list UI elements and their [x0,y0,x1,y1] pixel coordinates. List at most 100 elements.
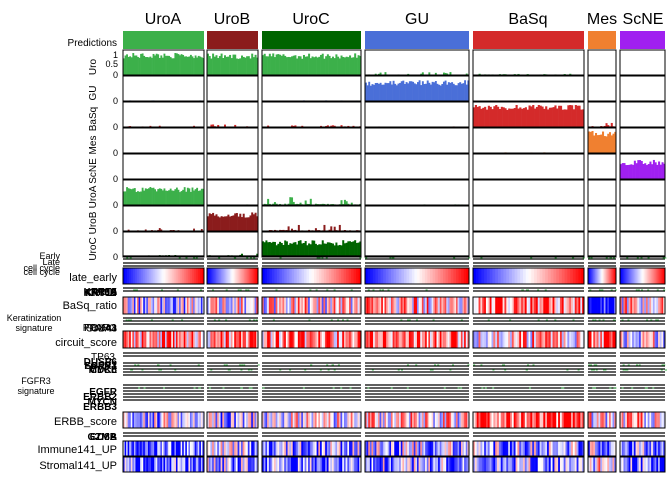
basq-ratio-track-cell [222,297,225,314]
basq-ratio-track-cell [237,297,240,314]
bar-gu-gu [417,82,419,101]
immune-track-cell [323,441,326,456]
immune-track-cell [127,441,130,456]
bar-scne-scne [659,164,662,179]
basq-ratio-track-cell [565,297,568,314]
late-early-track-cell [243,268,246,284]
stromal-track-cell [626,457,629,472]
stromal-track-cell [340,457,343,472]
bar-uro-urob [239,58,242,75]
stromal-track-cell [605,457,608,472]
immune-track-cell [480,441,483,456]
immune-track-cell [165,441,167,456]
immune-track-cell [140,441,142,456]
late-early-track-cell [624,268,627,284]
circuit-score-track-cell [400,331,403,348]
circuit-score-track-cell [158,331,161,348]
tick-label-mid: 0.5 [105,59,118,69]
immune-track-cell [234,441,237,456]
erbb-score-track-cell [572,412,576,428]
bar-urob-uroc [308,229,311,231]
bar-basq-basq [502,107,505,127]
erbb-score-track-cell [552,412,555,428]
erbb-score-track-cell [506,412,509,428]
stromal-track-cell [296,457,299,472]
bar-uro-uroa [126,54,128,75]
late-early-track-cell [129,268,132,284]
row-label-uroa: UroA [88,185,99,208]
circuit-score-track-cell [194,331,197,348]
basq-ratio-track-cell [239,297,242,314]
erbb-score-track-cell [543,412,546,428]
erbb-score-track-cell [423,412,426,428]
late-early-track-cell [271,268,275,284]
late-early-track-cell [599,268,601,284]
stromal-track-cell [202,457,205,472]
bar-uro-urob [225,56,228,75]
erbb-score-track-cell [227,412,230,428]
erbb-score-track-cell [497,412,500,428]
stromal-track-cell [654,457,657,472]
late-early-track-cell [607,268,609,284]
late-early-track-cell [254,268,256,284]
bar-uro-urob [218,56,221,75]
stromal-track-cell [196,457,199,472]
stromal-track-cell [506,457,509,472]
bar-uro-uroa [196,57,199,75]
immune-track-cell [526,441,529,456]
bar-urob-urob [222,216,225,231]
late-early-track-cell [391,268,394,284]
erbb-score-track-cell [280,412,283,428]
stromal-track-cell [464,457,467,472]
bar-uroa-uroc [321,203,324,205]
basq-ratio-track-cell [157,297,160,314]
late-early-track-cell [212,268,214,284]
immune-track-cell [265,441,268,456]
immune-track-cell [194,441,197,456]
circuit-score-track-cell [137,331,139,348]
basq-ratio-track-cell [637,297,640,314]
circuit-score-track-cell [365,331,367,348]
late-early-track-cell [383,268,387,284]
circuit-score-track-cell [350,331,353,348]
immune-track-cell [605,441,608,456]
bar-uroa-uroa [123,191,125,205]
circuit-score-track-cell [152,331,155,348]
bar-scne-scne [630,164,633,179]
immune-track-cell [400,441,403,456]
circuit-score-track-cell [554,331,557,348]
immune-track-cell [602,441,605,456]
immune-track-cell [263,441,266,456]
basq-ratio-track-cell [510,297,513,314]
stromal-track-cell [368,457,371,472]
bar-uroc-uroc [318,244,321,257]
erbb-score-track-cell [323,412,326,428]
basq-ratio-track-cell [425,297,428,314]
late-early-track-cell [495,268,499,284]
late-early-track-cell [461,268,465,284]
bar-uroa-uroa [135,192,138,205]
bar-basq-basq [510,108,513,127]
circuit-score-track-cell [210,331,213,348]
basq-ratio-track-cell [408,297,411,314]
erbb-score-track-cell [640,412,643,428]
immune-track-cell [408,441,411,456]
late-early-track-cell [241,268,244,284]
late-early-track-cell [222,268,224,284]
immune-track-cell [576,441,579,456]
bar-uro-uroc [354,53,357,75]
late-early-track-cell [235,268,237,284]
panel-frame [587,205,617,232]
late-early-track-cell [590,268,592,284]
late-early-track-cell [601,268,603,284]
bar-uroa-uroa [129,188,132,205]
basq-ratio-track-cell [612,297,615,314]
circuit-score-track-cell [593,331,596,348]
tick-label-bottom: 0 [113,96,118,106]
bar-uro-uroc [272,53,275,75]
circuit-score-track-cell [189,331,192,348]
bar-basq-basq [500,106,503,127]
erbb-score-track-cell [612,412,615,428]
immune-track-cell [239,441,242,456]
stromal-track-cell [449,457,452,472]
